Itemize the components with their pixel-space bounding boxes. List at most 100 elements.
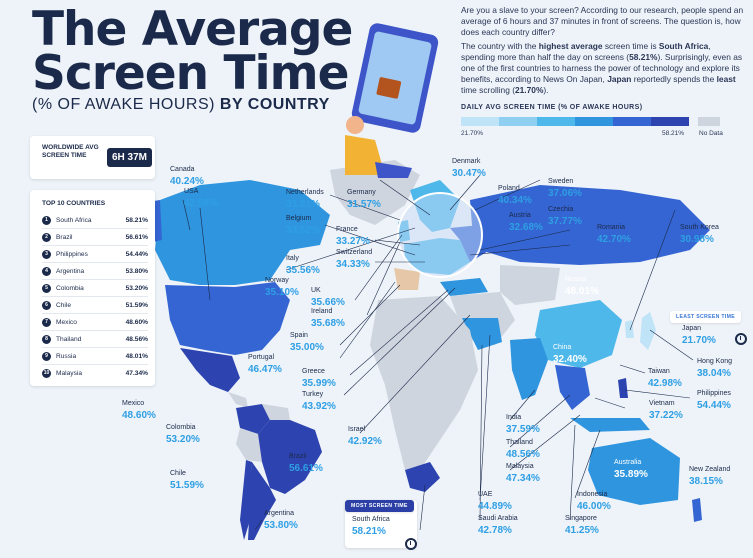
label-poland: Poland 40.34% xyxy=(498,183,532,207)
leader-line xyxy=(379,179,431,216)
intro-text-part: screen time is xyxy=(602,41,659,52)
country-value: 37.77% xyxy=(548,216,582,227)
worldwide-value: 6H 37M xyxy=(107,148,153,167)
country-name: Norway xyxy=(265,277,289,284)
top-10-row: 3 Philippines 54.44% xyxy=(42,247,148,261)
most-screen-time-tag: MOST SCREEN TIME xyxy=(345,500,414,512)
leader-line xyxy=(254,519,263,531)
top-10-row: 9 Russia 48.01% xyxy=(42,349,148,363)
top-10-title: TOP 10 COUNTRIES xyxy=(42,200,106,207)
label-philippines: Philippines 54.44% xyxy=(697,388,731,412)
top-10-row: 2 Brazil 56.61% xyxy=(42,230,148,244)
country-name: Argentina xyxy=(56,267,85,275)
country-value: 37.22% xyxy=(649,410,683,421)
country-value: 58.21% xyxy=(352,526,386,537)
leader-line xyxy=(374,239,421,246)
label-australia: Australia 35.89% xyxy=(614,457,648,481)
row-divider xyxy=(42,245,148,246)
row-divider xyxy=(42,279,148,280)
top-10-row: 7 Mexico 48.60% xyxy=(42,315,148,329)
intro-text-part: reportedly spends the xyxy=(631,73,717,84)
subtitle-unit: (% OF AWAKE HOURS) xyxy=(32,96,215,113)
intro-text-part: Japan xyxy=(607,73,632,84)
label-brazil: Brazil 56.61% xyxy=(289,451,323,475)
country-value: 37.59% xyxy=(506,424,540,435)
label-indonesia: Indonesia 46.00% xyxy=(577,489,611,513)
china-shape xyxy=(535,300,622,368)
intro-text-part: ). xyxy=(543,84,549,95)
brazil-shape xyxy=(258,420,322,494)
leader-line xyxy=(339,284,401,346)
country-name: China xyxy=(553,344,572,351)
country-name: Indonesia xyxy=(577,491,608,498)
country-value: 35.56% xyxy=(286,265,320,276)
country-name: Brazil xyxy=(289,453,307,460)
label-germany: Germany 31.57% xyxy=(347,187,381,211)
legend-color-scale xyxy=(461,117,689,126)
label-south-africa: South Africa 58.21% xyxy=(352,514,390,538)
phone-illustration xyxy=(345,23,439,178)
country-name: Brazil xyxy=(56,233,73,241)
country-name: Singapore xyxy=(565,515,597,522)
country-value: 33.27% xyxy=(336,236,370,247)
label-vietnam: Vietnam 37.22% xyxy=(649,398,683,422)
country-value: 38.04% xyxy=(697,368,731,379)
mexico-shape xyxy=(180,348,240,392)
country-value: 35.68% xyxy=(311,318,345,329)
top-10-row: 10 Malaysia 47.34% xyxy=(42,366,148,380)
country-value: 58.21% xyxy=(125,216,148,224)
rank-badge: 6 xyxy=(42,300,51,310)
leader-line xyxy=(619,364,646,374)
new-zealand-shape xyxy=(692,498,702,522)
country-value: 47.34% xyxy=(125,369,148,377)
country-name: Japan xyxy=(682,325,702,332)
southeast-asia-shape xyxy=(555,365,590,410)
country-value: 42.92% xyxy=(348,436,382,447)
country-value: 31.57% xyxy=(347,199,381,210)
label-italy: Italy 35.56% xyxy=(286,253,320,277)
top-10-row: 8 Thailand 48.56% xyxy=(42,332,148,346)
country-value: 35.66% xyxy=(311,297,345,308)
leader-line xyxy=(479,344,483,521)
country-value: 54.44% xyxy=(125,250,148,258)
top-10-card: TOP 10 COUNTRIES 1 South Africa 58.21% 2 Br… xyxy=(30,190,155,386)
country-name: South Korea xyxy=(680,224,719,231)
country-name: Greece xyxy=(302,368,325,375)
legend-swatch xyxy=(537,117,575,126)
south-africa-shape xyxy=(405,462,440,492)
rank-badge: 8 xyxy=(42,334,51,344)
country-value: 53.20% xyxy=(166,434,200,445)
country-value: 42.78% xyxy=(478,525,512,536)
leader-line xyxy=(339,281,396,359)
country-name: Turkey xyxy=(302,391,324,398)
leader-line xyxy=(574,429,601,499)
country-name: South Africa xyxy=(56,216,92,224)
label-china: China 32.40% xyxy=(553,342,587,366)
legend-swatch xyxy=(651,117,689,126)
leader-line xyxy=(359,314,471,434)
country-value: 30.47% xyxy=(452,168,486,179)
legend-swatch xyxy=(461,117,499,126)
country-value: 56.61% xyxy=(125,233,148,241)
country-value: 46.00% xyxy=(577,501,611,512)
leader-line xyxy=(349,289,449,376)
country-value: 32.40% xyxy=(553,354,587,365)
central-asia-shape xyxy=(500,265,560,305)
country-name: Italy xyxy=(286,255,299,262)
country-value: 46.47% xyxy=(248,364,282,375)
label-romania: Romania 42.70% xyxy=(597,222,631,246)
country-name: Austria xyxy=(509,212,531,219)
label-turkey: Turkey 43.92% xyxy=(302,389,336,413)
rank-badge: 2 xyxy=(42,232,51,242)
intro-text-part: 58.21% xyxy=(629,52,658,63)
country-value: 48.01% xyxy=(125,352,148,360)
country-value: 35.89% xyxy=(614,469,648,480)
label-austria: Austria 32.68% xyxy=(509,210,543,234)
country-value: 33.81% xyxy=(286,199,320,210)
label-spain: Spain 35.00% xyxy=(290,330,324,354)
country-value: 48.56% xyxy=(506,449,540,460)
country-name: UAE xyxy=(478,491,493,498)
country-value: 43.92% xyxy=(302,401,336,412)
leader-line xyxy=(479,334,491,501)
country-value: 48.60% xyxy=(125,318,148,326)
